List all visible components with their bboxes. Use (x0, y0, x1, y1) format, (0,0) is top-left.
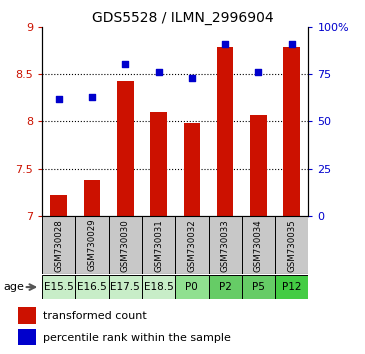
Bar (142, 216, 175, 274)
Bar (242, 216, 275, 274)
Point (56, 96, 62, 101)
Point (289, 41, 295, 46)
Bar (142, 275, 175, 299)
Bar (50, 195, 67, 216)
Bar (275, 275, 308, 299)
Bar (275, 216, 308, 274)
Text: E15.5: E15.5 (44, 282, 73, 292)
Text: GSM730033: GSM730033 (221, 219, 230, 272)
Bar (42, 275, 75, 299)
Bar (175, 275, 208, 299)
Point (222, 41, 228, 46)
Bar (150, 112, 167, 216)
Text: age: age (4, 282, 24, 292)
Text: GDS5528 / ILMN_2996904: GDS5528 / ILMN_2996904 (92, 11, 273, 25)
Bar (175, 216, 208, 274)
Point (189, 75, 195, 80)
Point (155, 69, 161, 75)
Bar (42, 216, 75, 274)
Text: E18.5: E18.5 (144, 282, 173, 292)
Text: GSM730035: GSM730035 (287, 219, 296, 272)
Text: P12: P12 (282, 282, 301, 292)
Bar (109, 275, 142, 299)
Text: E17.5: E17.5 (110, 282, 140, 292)
Bar (84, 180, 100, 216)
Text: percentile rank within the sample: percentile rank within the sample (43, 332, 231, 343)
Bar (250, 115, 267, 216)
Point (122, 62, 128, 67)
Bar (242, 275, 275, 299)
Bar (117, 81, 134, 216)
Text: E16.5: E16.5 (77, 282, 107, 292)
Text: GSM730030: GSM730030 (121, 219, 130, 272)
Text: P0: P0 (185, 282, 198, 292)
Text: GSM730028: GSM730028 (54, 219, 63, 272)
Bar (284, 47, 300, 216)
Point (89, 94, 95, 99)
Bar (184, 123, 200, 216)
Bar (75, 216, 109, 274)
Bar (75, 275, 109, 299)
Text: GSM730031: GSM730031 (154, 219, 163, 272)
Bar (18, 329, 36, 345)
Bar (109, 216, 142, 274)
Bar (208, 216, 242, 274)
Text: transformed count: transformed count (43, 311, 147, 321)
Text: GSM730032: GSM730032 (187, 219, 196, 272)
Bar (18, 307, 36, 324)
Point (255, 69, 261, 75)
Bar (208, 275, 242, 299)
Text: GSM730029: GSM730029 (88, 219, 96, 272)
Text: P5: P5 (252, 282, 265, 292)
Text: GSM730034: GSM730034 (254, 219, 263, 272)
Bar (217, 47, 234, 216)
Text: P2: P2 (219, 282, 232, 292)
